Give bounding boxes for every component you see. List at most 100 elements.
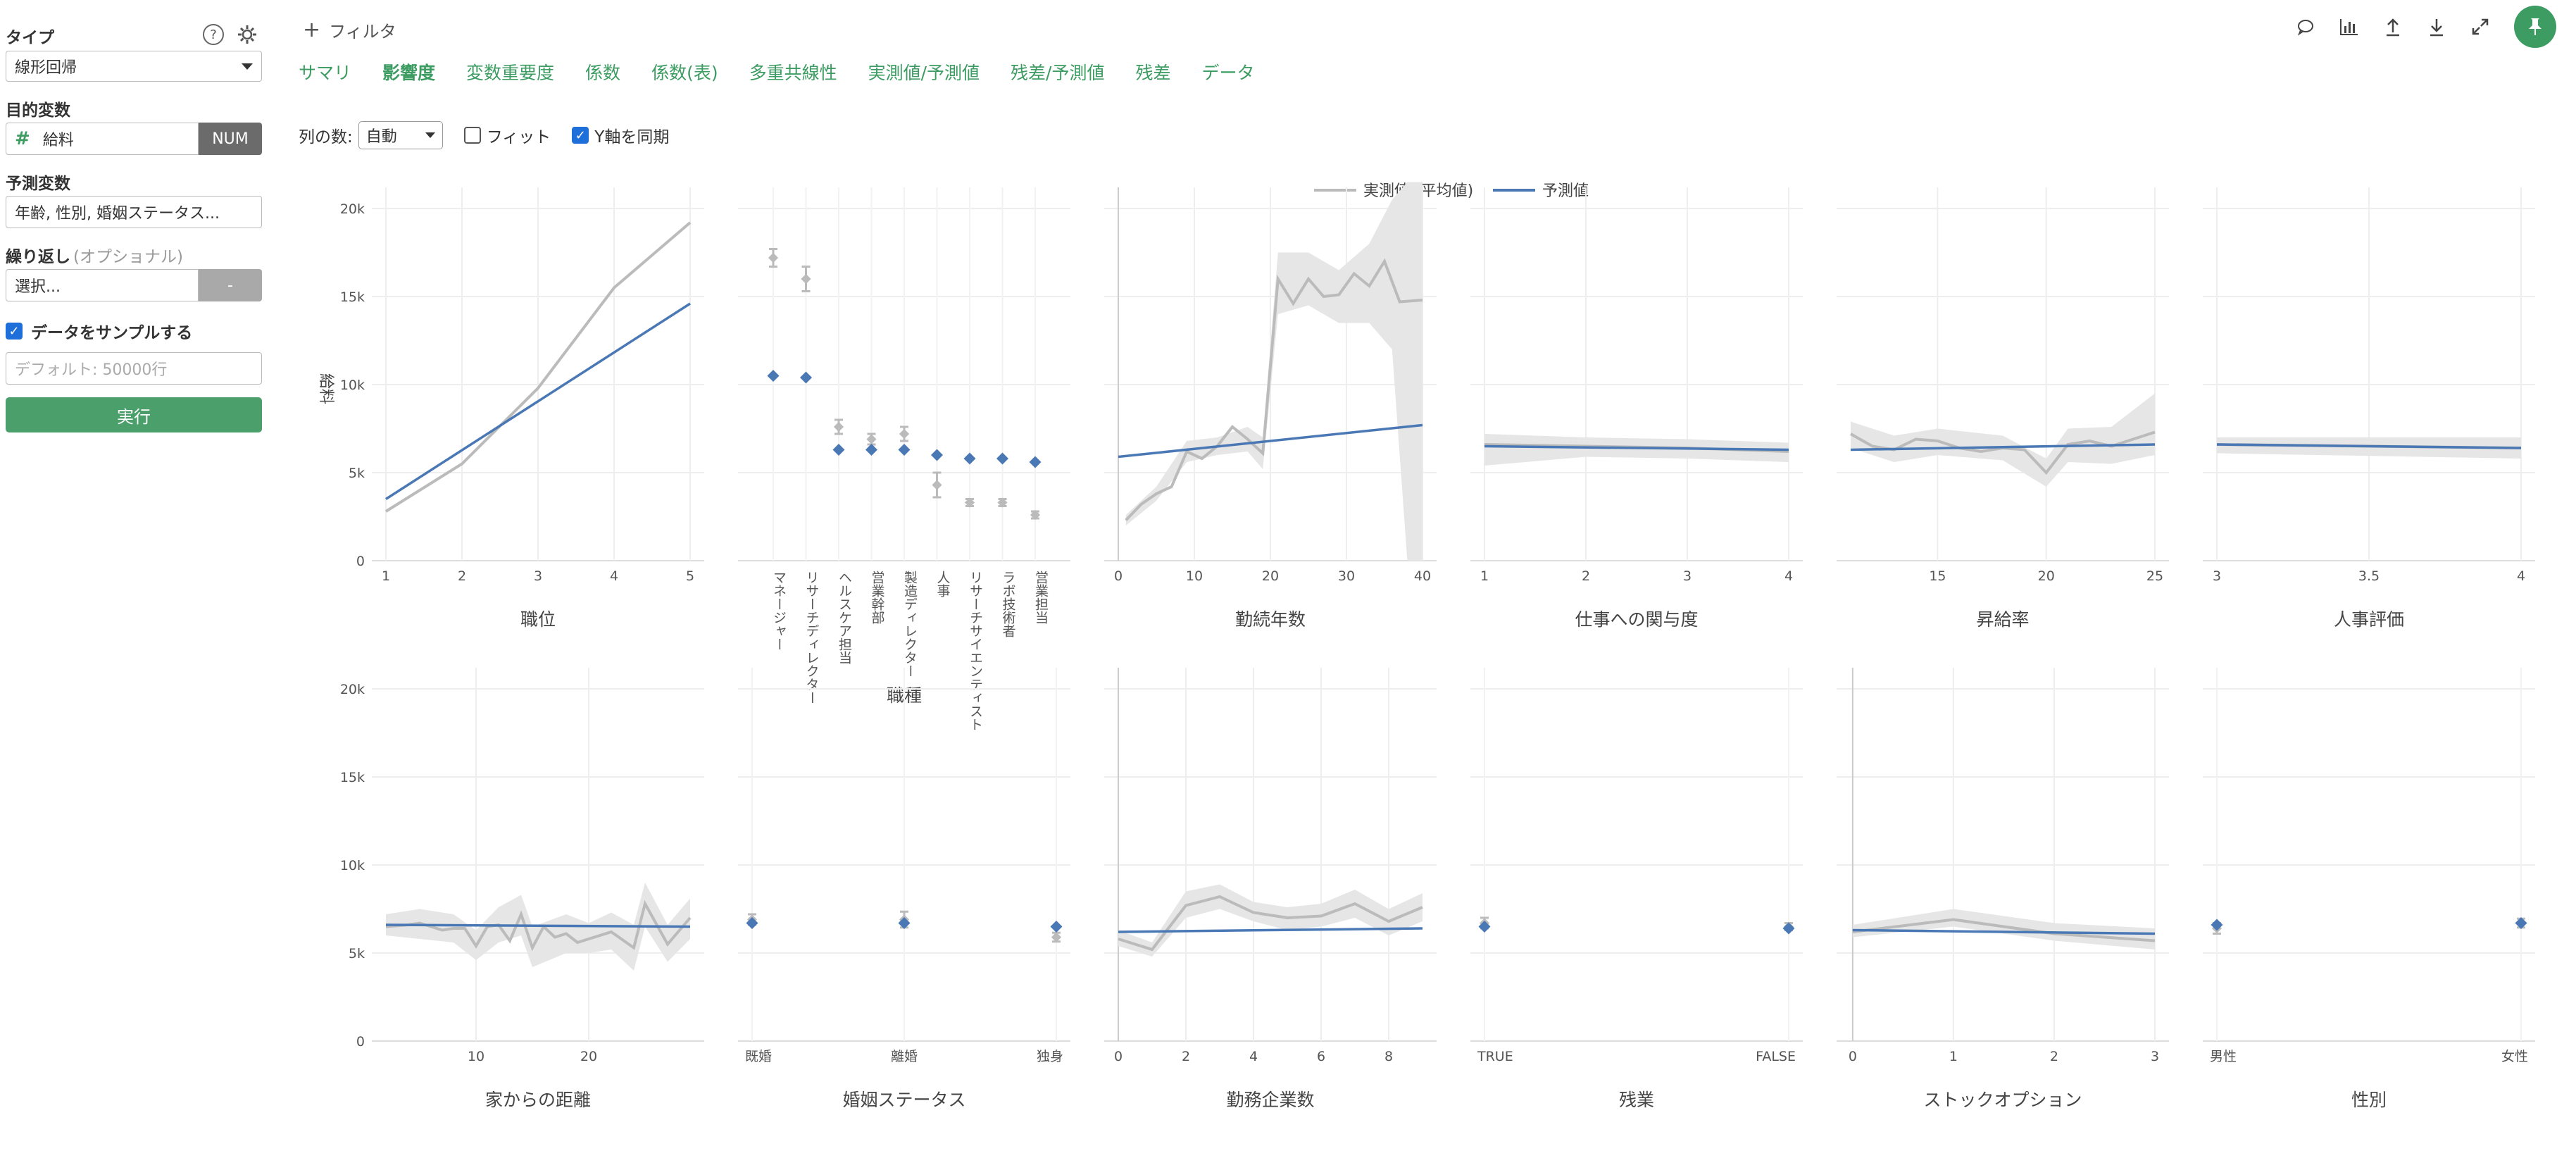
- panel-title: 性別: [2351, 1090, 2387, 1110]
- comment-icon[interactable]: [2296, 17, 2315, 37]
- tab-9[interactable]: データ: [1201, 63, 1255, 83]
- predicted-point: [800, 371, 812, 384]
- y-tick-label: 0: [356, 1034, 365, 1050]
- predicted-point: [2515, 917, 2527, 929]
- x-tick-label: 営業担当: [1033, 571, 1049, 624]
- columns-select[interactable]: 自動: [358, 121, 443, 149]
- x-tick-label: 3: [1683, 568, 1692, 584]
- actual-line: [384, 221, 692, 513]
- x-tick-label: 4: [610, 568, 618, 584]
- pin-icon[interactable]: [2514, 6, 2556, 48]
- type-header-icons: ?: [203, 24, 258, 48]
- sample-size-input[interactable]: デフォルト: 50000行: [6, 352, 262, 385]
- upload-icon[interactable]: [2383, 17, 2403, 37]
- tab-6[interactable]: 実測値/予測値: [868, 63, 980, 83]
- x-tick-label: FALSE: [1756, 1049, 1796, 1064]
- x-tick-label: 30: [1338, 568, 1355, 584]
- sidebar: タイプ ? 線形回帰 目的変数 # 給料 NUM 予測変数 年齢, 性別, 婚姻…: [0, 0, 268, 1158]
- confidence-band: [2217, 437, 2521, 459]
- target-field[interactable]: # 給料 NUM: [6, 123, 262, 155]
- repeat-field[interactable]: 選択... -: [6, 269, 262, 301]
- y-tick-label: 0: [356, 554, 365, 569]
- x-tick-label: 4: [1784, 568, 1793, 584]
- x-tick-label: 2: [1582, 568, 1590, 584]
- x-tick-label: 40: [1414, 568, 1431, 584]
- x-tick-label: 6: [1317, 1049, 1325, 1064]
- chart-icon[interactable]: [2339, 17, 2359, 37]
- target-value: 給料: [42, 132, 74, 149]
- tab-4[interactable]: 係数(表): [651, 63, 718, 83]
- actual-point: [1051, 932, 1062, 942]
- x-tick-label: 3: [2151, 1049, 2159, 1064]
- x-tick-label: 10: [468, 1049, 484, 1064]
- filter-bar[interactable]: + フィルタ: [303, 15, 396, 44]
- x-tick-label: 20: [2038, 568, 2055, 584]
- x-tick-label: 離婚: [891, 1049, 918, 1064]
- x-tick-label: 2: [2050, 1049, 2058, 1064]
- repeat-select[interactable]: 選択...: [6, 269, 199, 301]
- x-tick-label: 1: [382, 568, 390, 584]
- tab-3[interactable]: 係数: [585, 63, 621, 83]
- y-tick-label: 10k: [340, 858, 365, 873]
- predicted-point: [1782, 922, 1795, 935]
- x-tick-label: 3: [534, 568, 542, 584]
- x-tick-label: 4: [1249, 1049, 1258, 1064]
- filter-label[interactable]: フィルタ: [329, 21, 396, 42]
- expand-icon[interactable]: [2470, 17, 2490, 37]
- fit-checkbox[interactable]: [463, 127, 481, 144]
- x-tick-label: 3: [2213, 568, 2221, 584]
- sync-y-checkbox[interactable]: ✓: [572, 127, 589, 144]
- tab-8[interactable]: 残差: [1135, 63, 1171, 83]
- panel-title: 仕事への関与度: [1575, 609, 1698, 630]
- panel-title: 家からの距離: [485, 1090, 591, 1110]
- panel-title: 職位: [520, 609, 556, 630]
- x-tick-label: 0: [1849, 1049, 1857, 1064]
- num-badge[interactable]: NUM: [199, 123, 262, 155]
- x-tick-label: リサーチサイエンティスト: [968, 571, 983, 731]
- chart-options: 列の数: 自動 フィット ✓ Y軸を同期: [299, 121, 669, 149]
- sync-y-checkbox-row[interactable]: ✓ Y軸を同期: [572, 123, 669, 147]
- x-tick-label: 2: [458, 568, 466, 584]
- actual-line: [1118, 895, 1423, 952]
- type-header: タイプ ?: [6, 21, 262, 51]
- x-tick-label: 独身: [1037, 1049, 1063, 1064]
- tab-7[interactable]: 残差/予測値: [1011, 63, 1105, 83]
- download-icon[interactable]: [2427, 17, 2446, 37]
- x-tick-label: 8: [1384, 1049, 1393, 1064]
- fit-checkbox-row[interactable]: フィット: [463, 123, 551, 147]
- x-tick-label: TRUE: [1477, 1049, 1513, 1064]
- predicted-line: [1484, 444, 1789, 452]
- tab-2[interactable]: 変数重要度: [466, 63, 555, 83]
- repeat-clear-button[interactable]: -: [199, 269, 262, 301]
- chevron-down-icon: [425, 132, 435, 138]
- tab-0[interactable]: サマリ: [299, 63, 352, 83]
- model-type-select[interactable]: 線形回帰: [6, 51, 262, 82]
- run-button[interactable]: 実行: [6, 397, 262, 432]
- help-circle-icon[interactable]: ?: [203, 24, 224, 45]
- confidence-band: [1118, 884, 1423, 957]
- tab-5[interactable]: 多重共線性: [749, 63, 837, 83]
- x-tick-label: 0: [1114, 1049, 1123, 1064]
- x-tick-label: 男性: [2210, 1049, 2237, 1064]
- actual-point: [964, 497, 975, 508]
- plus-icon[interactable]: +: [303, 17, 321, 42]
- actual-point: [833, 421, 844, 432]
- fit-label: フィット: [486, 128, 551, 147]
- predicted-point: [898, 917, 911, 929]
- target-input[interactable]: # 給料: [6, 123, 199, 155]
- confidence-band: [1484, 434, 1789, 466]
- confidence-band: [1852, 909, 2155, 950]
- y-tick-label: 20k: [340, 682, 365, 697]
- tab-1[interactable]: 影響度: [382, 63, 436, 83]
- predictor-input[interactable]: 年齢, 性別, 婚姻ステータス...: [6, 196, 262, 228]
- x-tick-label: 女性: [2501, 1049, 2528, 1064]
- sample-checkbox-row[interactable]: ✓ データをサンプルする: [6, 318, 262, 344]
- sample-label: データをサンプルする: [31, 324, 193, 342]
- actual-point: [866, 434, 877, 444]
- columns-label: 列の数:: [299, 128, 353, 147]
- x-tick-label: 1: [1480, 568, 1489, 584]
- gear-icon[interactable]: [237, 24, 258, 48]
- sample-checkbox[interactable]: ✓: [6, 323, 23, 340]
- predicted-line: [1852, 928, 2156, 935]
